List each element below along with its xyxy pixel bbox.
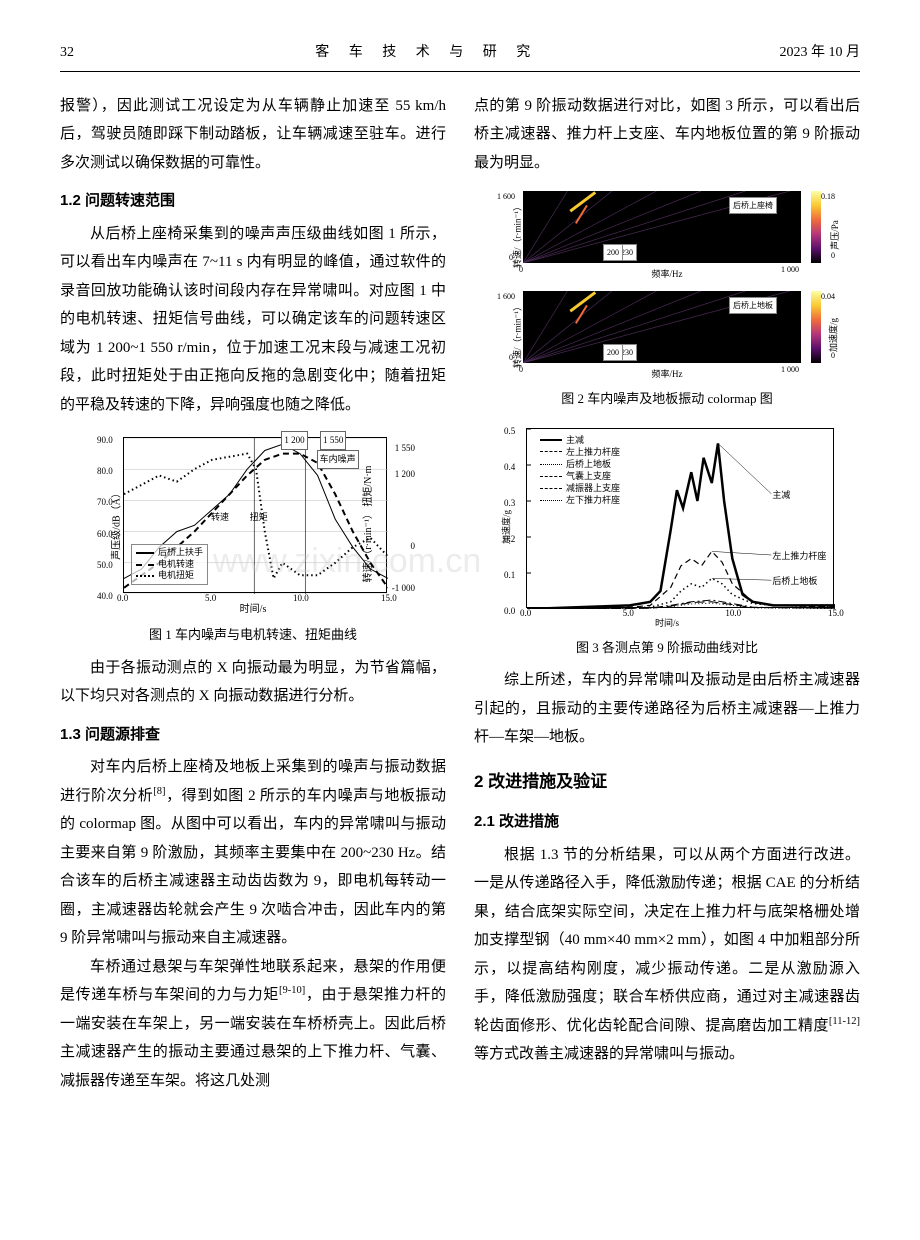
page-number: 32: [60, 40, 74, 67]
figure-1: www.zixin.com.cn 声压级/dB（A）转速/（r·min⁻¹） 扭…: [60, 429, 446, 648]
figure-2-caption: 图 2 车内噪声及地板振动 colormap 图: [474, 387, 860, 412]
figure-3-caption: 图 3 各测点第 9 阶振动曲线对比: [474, 636, 860, 661]
left-column: 报警），因此测试工况设定为从车辆静止加速至 55 km/h 后，驾驶员随即踩下制…: [60, 92, 446, 1096]
heading-1-3: 1.3 问题源排查: [60, 721, 446, 750]
para-xnote: 由于各振动测点的 X 向振动最为明显，为节省篇幅，以下均只对各测点的 X 向振动…: [60, 654, 446, 711]
para-2-1: 根据 1.3 节的分析结果，可以从两个方面进行改进。一是从传递路径入手，降低激励…: [474, 841, 860, 1069]
journal-title: 客 车 技 术 与 研 究: [315, 40, 538, 67]
figure-3-chart: 加速度/g时间/s0.00.10.20.30.40.50.05.010.015.…: [492, 422, 842, 632]
right-column: 点的第 9 阶振动数据进行对比，如图 3 所示，可以看出后桥主减速器、推力杆上支…: [474, 92, 860, 1096]
heading-2: 2 改进措施及验证: [474, 766, 860, 798]
heading-1-2: 1.2 问题转速范围: [60, 187, 446, 216]
para-right-cont: 点的第 9 阶振动数据进行对比，如图 3 所示，可以看出后桥主减速器、推力杆上支…: [474, 92, 860, 178]
figure-1-caption: 图 1 车内噪声与电机转速、扭矩曲线: [60, 623, 446, 648]
issue-date: 2023 年 10 月: [780, 40, 861, 67]
figure-3: 加速度/g时间/s0.00.10.20.30.40.50.05.010.015.…: [474, 422, 860, 661]
page-header: 32 客 车 技 术 与 研 究 2023 年 10 月: [60, 40, 860, 72]
figure-2-chart: 转速/（r·min⁻¹）频率/Hz声压/Pa00.18后桥上座椅23020001…: [487, 187, 847, 383]
para-continued: 报警），因此测试工况设定为从车辆静止加速至 55 km/h 后，驾驶员随即踩下制…: [60, 92, 446, 178]
figure-2: 转速/（r·min⁻¹）频率/Hz声压/Pa00.18后桥上座椅23020001…: [474, 187, 860, 412]
para-1-3b: 车桥通过悬架与车架弹性地联系起来，悬架的作用便是传递车桥与车架间的力与力矩[9-…: [60, 953, 446, 1096]
heading-2-1: 2.1 改进措施: [474, 808, 860, 837]
figure-1-chart: www.zixin.com.cn 声压级/dB（A）转速/（r·min⁻¹） 扭…: [83, 429, 423, 619]
para-summary: 综上所述，车内的异常啸叫及振动是由后桥主减速器引起的，且振动的主要传递路径为后桥…: [474, 666, 860, 752]
two-column-layout: 报警），因此测试工况设定为从车辆静止加速至 55 km/h 后，驾驶员随即踩下制…: [60, 92, 860, 1096]
para-1-2: 从后桥上座椅采集到的噪声声压级曲线如图 1 所示，可以看出车内噪声在 7~11 …: [60, 220, 446, 420]
para-1-3a: 对车内后桥上座椅及地板上采集到的噪声与振动数据进行阶次分析[8]，得到如图 2 …: [60, 753, 446, 953]
